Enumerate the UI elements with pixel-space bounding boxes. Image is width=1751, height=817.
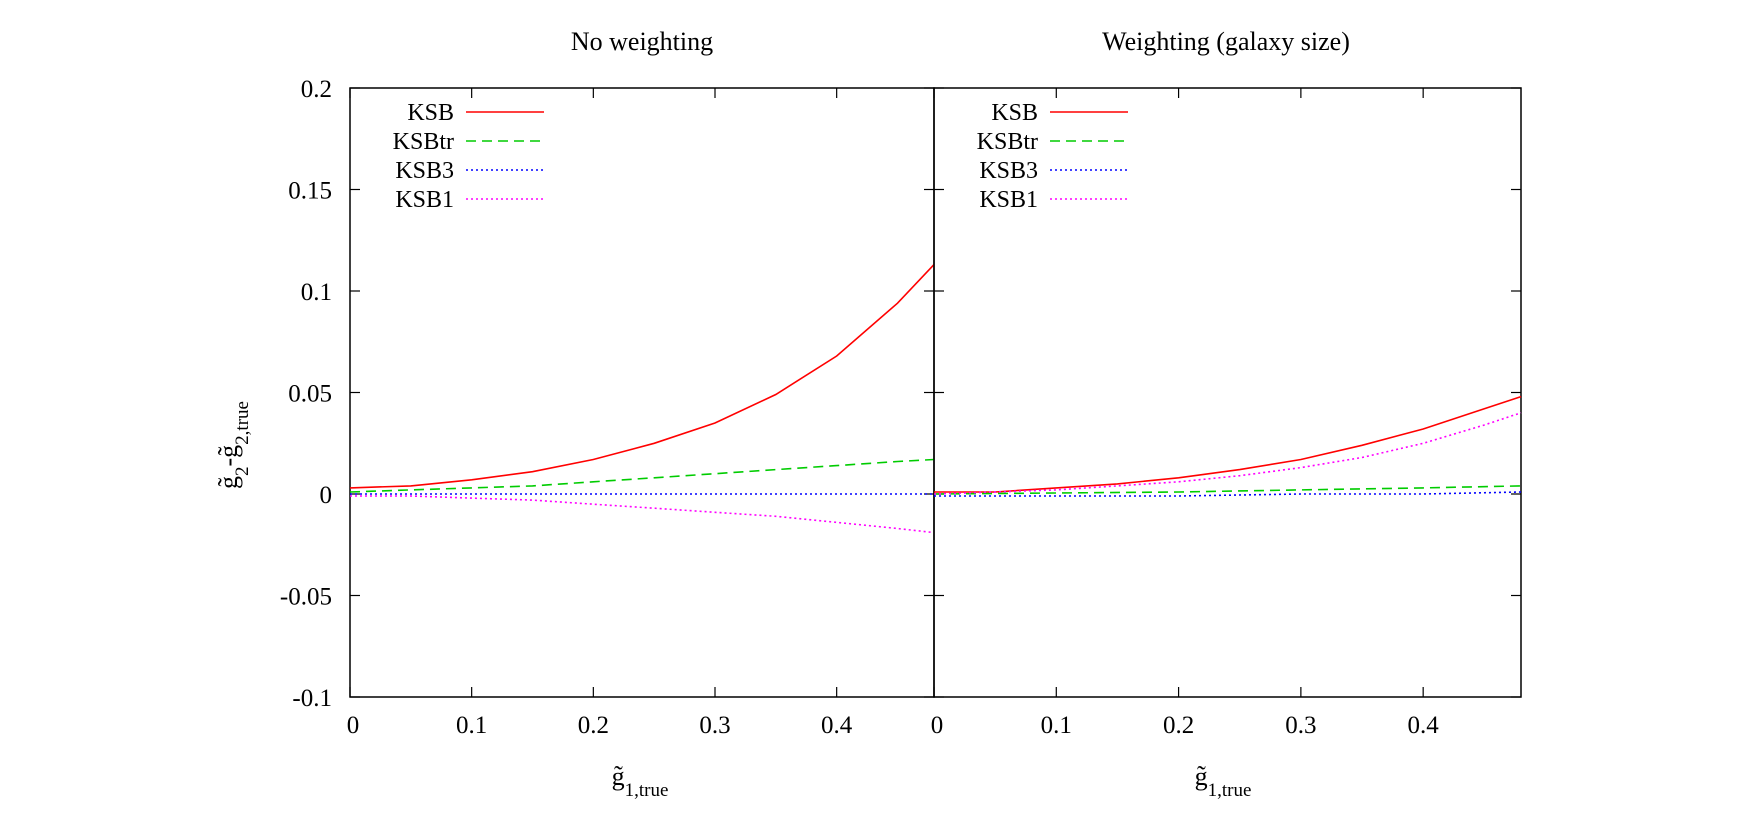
legend-label-ksb3: KSB3 (979, 158, 1038, 184)
x-tick-label: 0 (347, 712, 360, 739)
x-axis-label-sub: 1,true (1208, 780, 1252, 801)
x-tick-label: 0.2 (1163, 712, 1194, 739)
x-tick-label: 0.4 (821, 712, 853, 739)
panel-title: No weighting (571, 27, 713, 56)
y-axis-label-g2: g̃ (214, 476, 243, 489)
series-line-ksb (934, 395, 1522, 493)
y-axis-label-sub-2: 2 (232, 466, 253, 476)
series-line-ksbtr (933, 485, 1522, 495)
x-axis-label-main: g̃ (612, 762, 625, 791)
y-tick-label: 0.1 (301, 279, 332, 306)
y-tick-label: 0.15 (288, 178, 332, 205)
y-tick-label: 0 (320, 482, 333, 509)
y-axis-label: g̃2-g̃2,true (214, 401, 253, 489)
x-axis-label: g̃1,true (612, 762, 669, 801)
series-line-ksb3 (934, 491, 1522, 497)
legend-label-ksb1: KSB1 (395, 187, 454, 213)
x-axis-label-sub: 1,true (625, 780, 669, 801)
plot-area: 0 0.1 0.2 0.3 0.4 (931, 87, 1522, 739)
series-line-ksb1 (933, 412, 1522, 495)
x-tick-label: 0.1 (456, 712, 487, 739)
legend-label-ksbtr: KSBtr (393, 129, 454, 155)
y-tick-label: 0.2 (301, 76, 332, 103)
x-axis-label: g̃1,true (1195, 762, 1252, 801)
y-axis-label-minus: -g̃ (214, 445, 243, 467)
panel-no-weighting: No weighting 0 0.1 0.2 0.3 0.4 -0.1 -0.05 0 0.05… (280, 27, 935, 801)
legend-label-ksb: KSB (991, 100, 1038, 126)
y-tick-label: -0.05 (280, 584, 332, 611)
legend-label-ksb: KSB (407, 100, 454, 126)
legend-label-ksb3: KSB3 (395, 158, 454, 184)
panel-title: Weighting (galaxy size) (1102, 27, 1350, 56)
x-tick-label: 0.1 (1041, 712, 1072, 739)
x-tick-label: 0.3 (699, 712, 730, 739)
series-line-ksb1 (350, 495, 935, 534)
x-tick-label: 0.3 (1285, 712, 1316, 739)
x-tick-label: 0.2 (578, 712, 609, 739)
x-axis-label-main: g̃ (1195, 762, 1208, 791)
legend-label-ksb1: KSB1 (979, 187, 1038, 213)
series-line-ksb (349, 264, 935, 489)
y-tick-label: -0.1 (292, 685, 332, 712)
plot-area: 0 0.1 0.2 0.3 0.4 -0.1 -0.05 0 0.05 0.1 0.15 0.2 (280, 76, 935, 739)
legend-label-ksbtr: KSBtr (977, 129, 1038, 155)
legend: KSB KSBtr KSB3 KSB1 (977, 100, 1128, 213)
series-line-ksbtr (349, 458, 935, 493)
x-tick-label: 0.4 (1408, 712, 1440, 739)
legend: KSB KSBtr KSB3 KSB1 (393, 100, 544, 213)
y-axis-label-sub-2true: 2,true (232, 401, 253, 445)
y-tick-label: 0.05 (288, 381, 332, 408)
x-tick-label: 0 (931, 712, 944, 739)
panel-weighting-galaxy-size: Weighting (galaxy size) 0 0.1 0.2 0.3 0.4 KS… (931, 27, 1522, 801)
